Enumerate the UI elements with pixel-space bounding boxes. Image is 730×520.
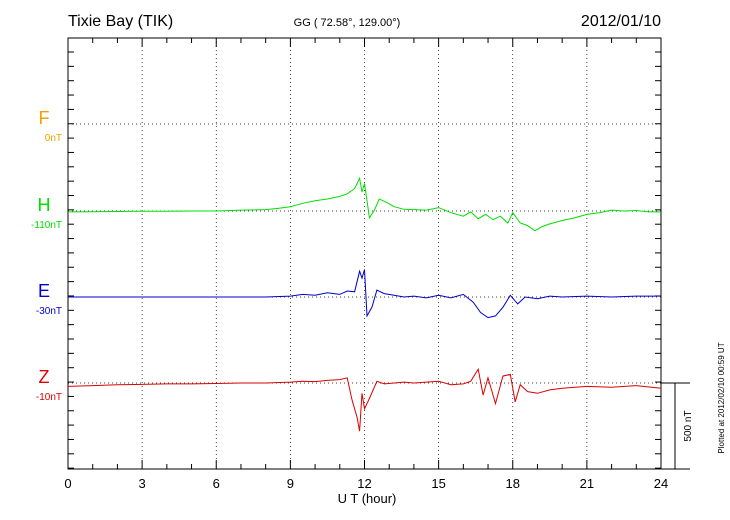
series-line-H [67,176,661,232]
x-tick-label-12: 12 [357,476,371,491]
scale-bar-label: 500 nT [683,410,694,441]
series-baseline-Z: -10nT [36,392,62,403]
series-baseline-F: 0nT [45,133,62,144]
x-tick-labels: 0 3 6 9 12 15 18 21 24 [64,476,668,491]
series-line-Z [67,367,662,432]
date-label: 2012/01/10 [581,13,661,30]
x-tick-label-24: 24 [654,476,668,491]
grid-lines [68,38,661,469]
series-name-E: E [38,281,50,301]
series-line-E [68,269,661,319]
series-name-Z: Z [39,367,50,387]
station-coordinates: GG ( 72.58°, 129.00°) [294,17,401,29]
x-tick-label-18: 18 [506,476,520,491]
plotted-timestamp: Plotted at 2012/02/10 00:59 UT [717,342,726,453]
x-axis-label: U T (hour) [338,491,397,506]
station-title: Tixie Bay (TIK) [68,13,173,30]
x-tick-label-0: 0 [64,476,71,491]
x-tick-label-21: 21 [580,476,594,491]
x-tick-label-9: 9 [287,476,294,491]
series-labels: F 0nT H -110nT E -30nT Z -10nT [31,108,62,403]
series-baseline-H: -110nT [31,220,62,231]
axis-ticks [67,38,662,469]
x-tick-label-15: 15 [431,476,445,491]
series-baseline-E: -30nT [36,306,62,317]
x-tick-label-3: 3 [139,476,146,491]
series-name-H: H [38,195,51,215]
x-tick-label-6: 6 [213,476,220,491]
series-name-F: F [39,108,50,128]
series-traces [67,176,662,432]
